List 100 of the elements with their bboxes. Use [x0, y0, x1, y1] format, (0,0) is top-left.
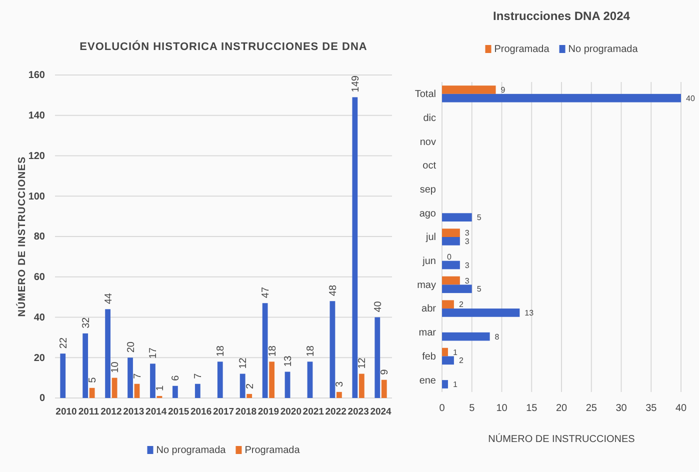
bar: [358, 374, 364, 398]
data-label: 48: [328, 284, 339, 296]
legend-label: No programada: [568, 44, 638, 55]
data-label: 44: [103, 292, 114, 304]
data-label: 3: [464, 236, 470, 246]
data-label: 2: [458, 356, 464, 366]
x-tick-label: 2019: [258, 406, 280, 418]
bar: [246, 394, 252, 398]
bar: [381, 380, 387, 398]
y-tick-label: 60: [34, 272, 46, 284]
x-tick-label: 25: [586, 403, 598, 414]
y-tick-label: 20: [34, 352, 46, 364]
bar: [442, 380, 448, 388]
data-label: 12: [238, 357, 250, 369]
data-label: 7: [132, 372, 144, 379]
x-tick-label: 40: [675, 403, 687, 414]
x-tick-label: 2021: [302, 406, 325, 418]
y-tick-label: mar: [418, 328, 437, 339]
y-tick-label: 40: [34, 312, 46, 324]
y-tick-label: ene: [419, 375, 436, 386]
data-label: 3: [464, 228, 470, 238]
y-tick-label: 0: [39, 393, 46, 404]
x-tick-label: 15: [526, 403, 538, 414]
x-tick-label: 0: [439, 403, 446, 414]
data-label: 0: [447, 252, 452, 262]
y-tick-label: 160: [28, 70, 46, 82]
data-label: 3: [334, 380, 346, 387]
bar: [442, 356, 454, 365]
bar: [194, 384, 200, 398]
data-label: 8: [494, 332, 500, 342]
data-label: 20: [126, 341, 137, 353]
data-label: 6: [170, 374, 182, 381]
data-label: 3: [464, 276, 470, 286]
bar: [352, 97, 358, 398]
x-tick-label: 2012: [100, 406, 122, 418]
x-tick-label: 2022: [325, 406, 346, 418]
x-tick-label: 2015: [168, 406, 190, 418]
bar: [442, 276, 460, 285]
bar: [217, 362, 223, 398]
data-label: 17: [148, 347, 160, 359]
bar: [330, 301, 336, 398]
data-label: 2: [244, 382, 256, 389]
y-tick-label: nov: [420, 136, 436, 148]
y-tick-label: dic: [423, 112, 436, 124]
bar: [262, 303, 268, 398]
data-label: 13: [524, 308, 534, 318]
x-tick-label: 10: [496, 403, 508, 414]
legend-label: Programada: [244, 445, 300, 456]
data-label: 5: [88, 376, 99, 383]
bar: [269, 362, 274, 398]
bar: [128, 358, 133, 398]
x-tick-label: 2011: [78, 406, 100, 418]
bar: [82, 333, 88, 398]
bar: [442, 308, 520, 317]
data-label: 5: [476, 213, 482, 222]
data-label: 12: [357, 357, 368, 369]
data-label: 2: [458, 300, 464, 310]
bar: [105, 309, 110, 398]
bar: [442, 213, 472, 222]
y-tick-label: jul: [424, 232, 436, 244]
x-tick-label: 20: [556, 403, 568, 414]
data-label: 40: [686, 94, 696, 103]
data-label: 1: [452, 348, 458, 357]
x-tick-label: 2010: [56, 406, 77, 418]
data-label: 18: [216, 345, 227, 357]
x-tick-label: 5: [469, 403, 476, 414]
x-tick-label: 2013: [123, 406, 144, 418]
y-tick-label: 100: [28, 191, 46, 202]
y-tick-label: 80: [34, 232, 46, 243]
bar: [442, 348, 448, 356]
x-tick-label: 30: [616, 403, 628, 414]
data-label: 3: [464, 260, 470, 270]
bar: [374, 317, 380, 398]
x-tick-label: 2024: [370, 406, 392, 418]
data-label: 47: [260, 286, 272, 298]
bar: [442, 86, 496, 94]
data-label: 1: [452, 380, 458, 390]
bar: [240, 374, 246, 398]
x-tick-label: 2017: [212, 406, 234, 418]
data-label: 18: [305, 345, 316, 357]
y-tick-label: may: [417, 280, 436, 291]
bar: [442, 260, 460, 270]
data-label: 5: [476, 284, 482, 294]
y-tick-label: jun: [422, 256, 436, 268]
y-tick-label: sep: [420, 184, 436, 196]
x-tick-label: 2023: [348, 406, 369, 418]
data-label: 32: [80, 316, 92, 328]
bar: [60, 354, 66, 398]
data-label: 13: [283, 355, 294, 367]
x-axis-title: NÚMERO DE INSTRUCCIONES: [488, 433, 636, 445]
bar: [336, 392, 342, 398]
y-tick-label: Total: [414, 89, 436, 100]
data-label: 22: [58, 337, 70, 349]
bar: [442, 228, 460, 237]
x-tick-label: 2018: [235, 406, 257, 418]
x-tick-label: 35: [646, 403, 658, 414]
data-label: 1: [154, 384, 166, 391]
y-tick-label: feb: [422, 351, 436, 362]
y-tick-label: ago: [419, 208, 436, 220]
bar: [134, 384, 140, 398]
